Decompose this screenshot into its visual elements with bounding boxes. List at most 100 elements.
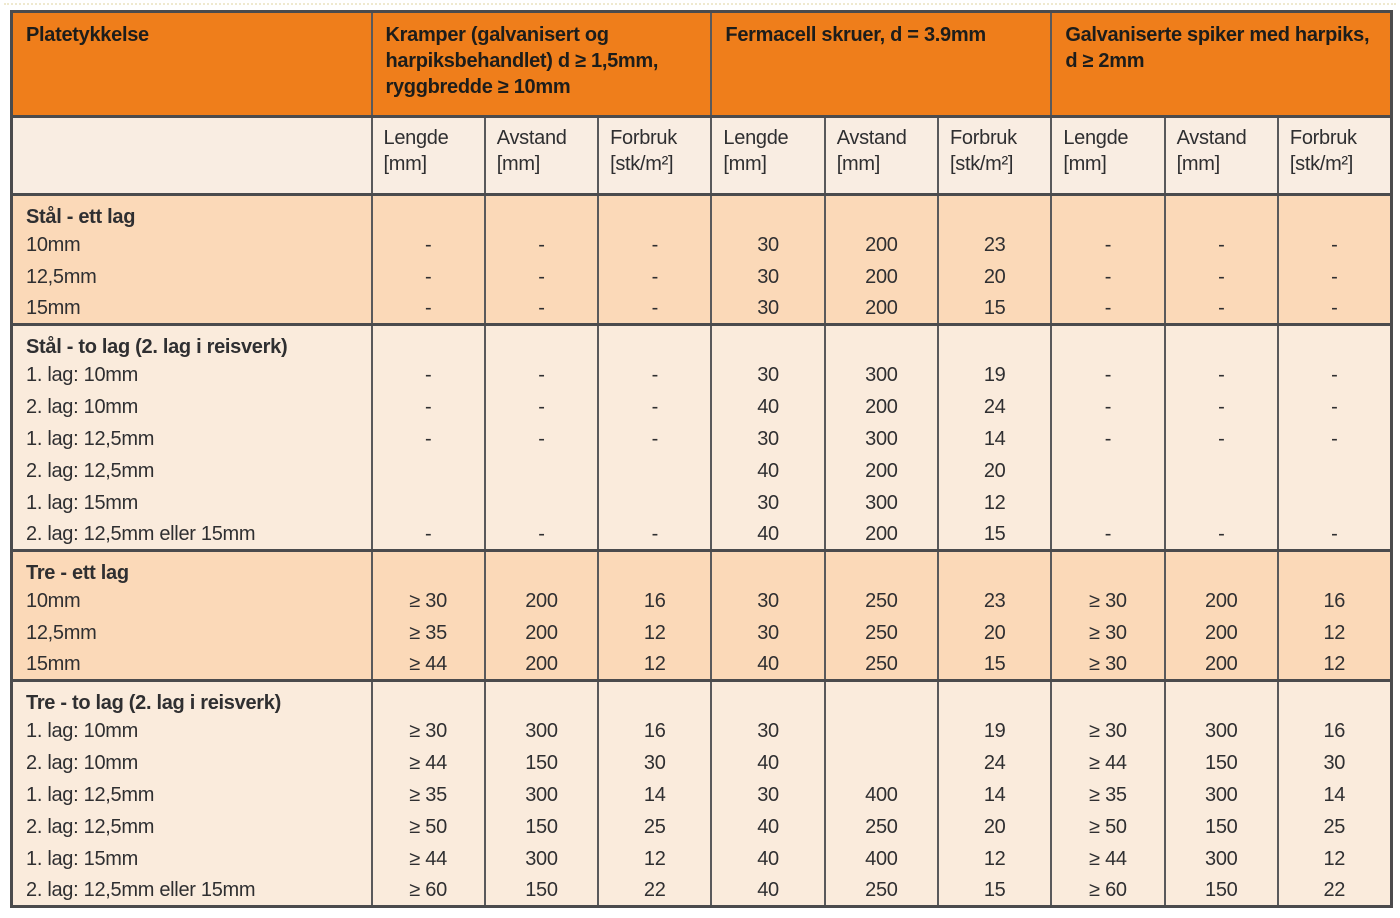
empty-cell xyxy=(1163,323,1279,359)
empty-cell xyxy=(1050,323,1166,359)
value-cell: ≥ 44 xyxy=(1050,842,1166,875)
table-row: 2. lag: 10mm - - -40 200 24- - - xyxy=(10,390,1393,423)
value-cell: - xyxy=(597,518,713,551)
value-cell: 200 xyxy=(1163,648,1279,681)
value-cell xyxy=(1276,454,1393,487)
empty-cell xyxy=(1276,323,1393,359)
header-galvaniserte-spiker: Galvaniserte spiker med harpiks, d ≥ 2mm xyxy=(1050,11,1393,118)
value-cell: 12 xyxy=(1276,616,1393,649)
row-label: 2. lag: 12,5mm xyxy=(10,810,373,843)
section-title-row: Tre - ett lag xyxy=(10,549,1393,585)
value-cell: 12 xyxy=(597,616,713,649)
value-cell: 20 xyxy=(937,454,1053,487)
table-row: 10mm - - -30 200 23- - - xyxy=(10,228,1393,261)
value-cell: - xyxy=(1276,260,1393,293)
row-label: 1. lag: 12,5mm xyxy=(10,778,373,811)
value-cell: - xyxy=(1276,422,1393,455)
row-label: 2. lag: 12,5mm eller 15mm xyxy=(10,518,373,551)
empty-cell xyxy=(710,323,826,359)
table-row: 1. lag: 10mm ≥ 30 300 16 30 19 ≥ 30 300 16 xyxy=(10,714,1393,747)
value-cell: 300 xyxy=(483,842,600,875)
row-label: 12,5mm xyxy=(10,260,373,293)
value-cell: - xyxy=(370,422,486,455)
value-cell: 19 xyxy=(937,358,1053,391)
value-cell: 30 xyxy=(710,584,826,617)
value-cell: - xyxy=(1163,422,1279,455)
empty-cell xyxy=(597,193,713,229)
sub-header-cell: Lengde [mm] xyxy=(370,116,486,196)
value-cell: 20 xyxy=(937,616,1053,649)
value-cell: - xyxy=(1050,292,1166,325)
sub-header-label: Avstand xyxy=(836,127,907,149)
value-cell: - xyxy=(597,422,713,455)
value-cell: 12 xyxy=(1276,648,1393,681)
value-cell: - xyxy=(1163,260,1279,293)
value-cell: 16 xyxy=(1276,714,1393,747)
value-cell: - xyxy=(370,358,486,391)
sub-header-label: Lengde xyxy=(383,127,449,149)
value-cell: 23 xyxy=(937,228,1053,261)
value-cell: - xyxy=(370,292,486,325)
value-cell: 200 xyxy=(1163,616,1279,649)
value-cell: - xyxy=(1163,358,1279,391)
value-cell: 250 xyxy=(823,810,940,843)
sub-header-label: Avstand xyxy=(496,127,567,149)
value-cell: - xyxy=(483,292,600,325)
value-cell: 12 xyxy=(597,648,713,681)
table-row: 2. lag: 12,5mm eller 15mm ≥ 60 150 22 40 250 1… xyxy=(10,874,1393,907)
value-cell: 200 xyxy=(483,616,600,649)
empty-cell xyxy=(1050,549,1166,585)
sub-header-cell: Forbruk [stk/m²] xyxy=(1276,116,1393,196)
empty-cell xyxy=(597,549,713,585)
value-cell: 40 xyxy=(710,842,826,875)
value-cell: 150 xyxy=(1163,810,1279,843)
value-cell: 30 xyxy=(710,778,826,811)
value-cell: - xyxy=(597,292,713,325)
section-title: Stål - to lag (2. lag i reisverk) xyxy=(10,323,373,359)
empty-cell xyxy=(483,193,600,229)
value-cell: 14 xyxy=(937,422,1053,455)
row-label: 10mm xyxy=(10,584,373,617)
value-cell: 250 xyxy=(823,648,940,681)
value-cell: - xyxy=(597,358,713,391)
value-cell xyxy=(483,454,600,487)
value-cell: 22 xyxy=(1276,874,1393,907)
value-cell: 14 xyxy=(597,778,713,811)
value-cell: - xyxy=(1050,228,1166,261)
value-cell: 16 xyxy=(1276,584,1393,617)
table-row: 2. lag: 12,5mm ≥ 50 150 25 40 250 20 ≥ 50 150 25 xyxy=(10,810,1393,843)
value-cell: 200 xyxy=(483,648,600,681)
sub-header-unit: [stk/m²] xyxy=(950,153,1014,175)
empty-cell xyxy=(370,193,486,229)
sub-header-label: Avstand xyxy=(1176,127,1247,149)
value-cell: 20 xyxy=(937,810,1053,843)
value-cell: 12 xyxy=(937,486,1053,519)
value-cell: ≥ 30 xyxy=(1050,616,1166,649)
value-cell: - xyxy=(483,390,600,423)
value-cell: 40 xyxy=(710,874,826,907)
value-cell: 250 xyxy=(823,874,940,907)
section-title: Tre - to lag (2. lag i reisverk) xyxy=(10,679,373,715)
value-cell: 40 xyxy=(710,810,826,843)
value-cell: ≥ 35 xyxy=(370,616,486,649)
value-cell: - xyxy=(1050,422,1166,455)
value-cell: - xyxy=(1050,260,1166,293)
sub-header-unit: [stk/m²] xyxy=(1289,153,1354,175)
empty-cell xyxy=(597,679,713,715)
empty-cell xyxy=(937,679,1053,715)
value-cell: 150 xyxy=(1163,746,1279,779)
value-cell: 30 xyxy=(710,260,826,293)
table-row: 12,5mm - - -30 200 20- - - xyxy=(10,260,1393,293)
sub-header-unit: [mm] xyxy=(1176,153,1221,175)
fastener-table-container: Platetykkelse Kramper (galvanisert og ha… xyxy=(10,10,1393,908)
value-cell: ≥ 30 xyxy=(1050,648,1166,681)
value-cell: ≥ 60 xyxy=(370,874,486,907)
row-label: 1. lag: 10mm xyxy=(10,358,373,391)
value-cell: ≥ 30 xyxy=(1050,584,1166,617)
section-title-row: Stål - to lag (2. lag i reisverk) xyxy=(10,323,1393,359)
row-label: 1. lag: 15mm xyxy=(10,842,373,875)
empty-cell xyxy=(1050,193,1166,229)
empty-cell xyxy=(483,323,600,359)
value-cell: 150 xyxy=(483,874,600,907)
value-cell: ≥ 35 xyxy=(1050,778,1166,811)
